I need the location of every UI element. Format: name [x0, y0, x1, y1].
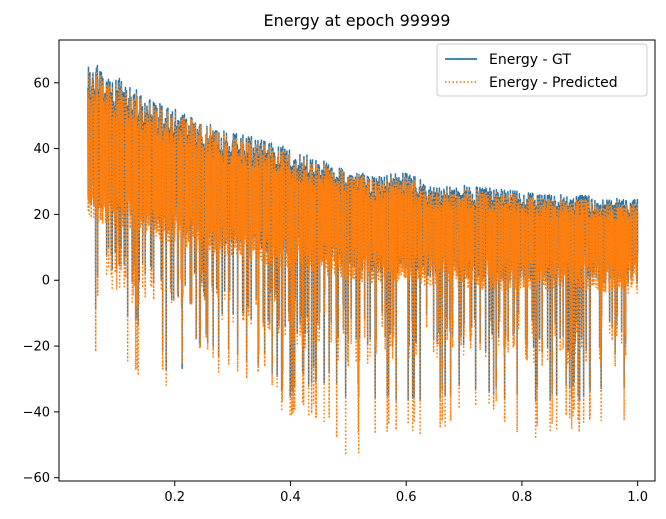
- plot-frame: [58, 39, 656, 482]
- y-tick-label: 0: [42, 274, 50, 289]
- y-tick-label: −20: [23, 340, 50, 355]
- x-tick-label: 1.0: [627, 490, 648, 505]
- legend-label-0: Energy - GT: [489, 52, 571, 68]
- x-tick-label: 0.8: [512, 490, 533, 505]
- x-axis: 0.2 0.4 0.6 0.8 1.0: [164, 481, 648, 505]
- y-tick-label: 40: [33, 142, 50, 157]
- x-tick-label: 0.6: [396, 490, 417, 505]
- y-axis: −60 −40 −20 0 20 40 60: [23, 76, 59, 486]
- legend: Energy - GT Energy - Predicted: [436, 43, 648, 97]
- y-tick-label: 20: [33, 208, 50, 223]
- x-tick-label: 0.4: [280, 490, 301, 505]
- legend-box: [436, 43, 648, 97]
- y-tick-label: 60: [33, 76, 50, 91]
- plot-area: [87, 64, 639, 456]
- y-tick-label: −60: [23, 471, 50, 486]
- series-line-1: [87, 68, 639, 456]
- chart-title: Energy at epoch 99999: [264, 11, 451, 30]
- legend-label-1: Energy - Predicted: [489, 75, 618, 91]
- y-tick-label: −40: [23, 405, 50, 420]
- x-tick-label: 0.2: [164, 490, 185, 505]
